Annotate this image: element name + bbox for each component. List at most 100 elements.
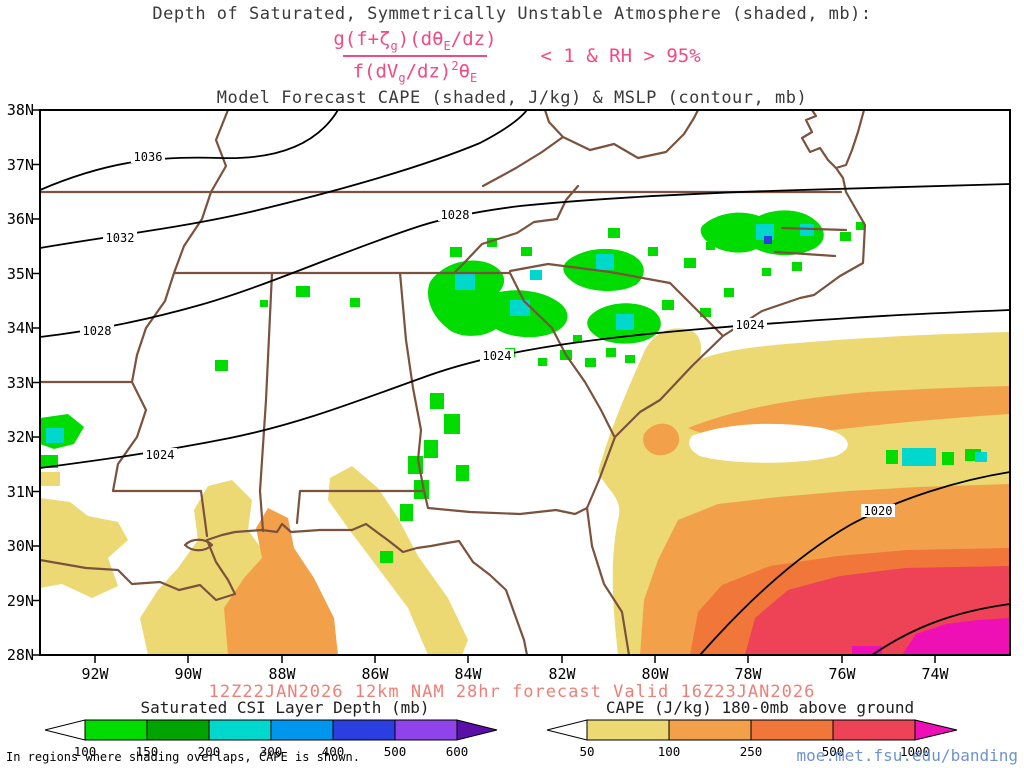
cape-colorbar-segment: [668, 719, 752, 741]
lon-tick-label: 82W: [548, 665, 576, 683]
csi-colorbar-tick: 500: [384, 744, 407, 759]
contour-1016: [871, 603, 1010, 655]
forecast-valid-line: 12Z22JAN2026 12km NAM 28hr forecast Vali…: [208, 682, 816, 702]
cape-shading-1000: [852, 618, 1010, 655]
contour-label-bg: [861, 504, 895, 517]
contour-label: 1028: [83, 324, 112, 338]
page-title-csi: Depth of Saturated, Symmetrically Unstab…: [152, 4, 872, 24]
contour-1036: [40, 110, 339, 191]
formula-sub: E: [443, 38, 451, 53]
formula-fraction: g(f+ζg)(dθE/dz) f(dVg/dz)2θE: [323, 28, 506, 85]
csi-legend-title: Saturated CSI Layer Depth (mb): [140, 698, 430, 717]
lon-tick-label: 76W: [828, 665, 856, 683]
contour-label-bg: [480, 349, 514, 362]
formula-sub: g: [390, 38, 398, 53]
csi-colorbar-tick: 300: [260, 744, 283, 759]
contour-1032: [40, 110, 528, 249]
formula-sup: 2: [451, 58, 459, 73]
contour-label-bg: [733, 318, 767, 331]
contour-label: 1024: [736, 318, 765, 332]
contour-label: 1024: [146, 448, 175, 462]
cape-colorbar: 50 100 250 500 1000: [546, 719, 958, 759]
lon-tick-label: 88W: [268, 665, 296, 683]
contour-label: 1024: [483, 349, 512, 363]
formula-text: /dz): [450, 28, 497, 50]
contour-label: 1036: [134, 150, 163, 164]
csi-colorbar-tick: 100: [74, 744, 97, 759]
csi-colorbar-segment: [146, 719, 210, 741]
contour-label: 1020: [864, 504, 893, 518]
formula-text: g(f+ζ: [333, 28, 391, 50]
coastline: [40, 110, 867, 655]
cape-colorbar-segment: [750, 719, 834, 741]
contour-label-bg: [103, 231, 137, 244]
cape-colorbar-tick: 500: [822, 744, 845, 759]
cape-colorbar-above-arrow: [914, 719, 958, 741]
csi-colorbar-tick: 200: [198, 744, 221, 759]
lon-tick-label: 92W: [81, 665, 109, 683]
formula-denominator: f(dVg/dz)2θE: [342, 54, 488, 85]
lon-tick-label: 74W: [921, 665, 949, 683]
lon-tick-label: 80W: [641, 665, 669, 683]
contour-label-bg: [438, 208, 472, 221]
cape-colorbar-tick: 250: [740, 744, 763, 759]
csi-colorbar-tick: 150: [136, 744, 159, 759]
lat-tick-label: 33N: [7, 374, 34, 392]
contour-1028: [40, 183, 1010, 338]
lat-tick-label: 36N: [7, 210, 34, 228]
csi-colorbar-tick: 600: [446, 744, 469, 759]
csi-colorbar-segment: [84, 719, 148, 741]
lat-tick-label: 35N: [7, 265, 34, 283]
formula-condition: < 1 & RH > 95%: [540, 45, 701, 68]
lon-tick-label: 84W: [454, 665, 482, 683]
formula-text: θ: [458, 60, 471, 83]
csi-shading-400: [764, 236, 772, 244]
formula-sub: g: [398, 70, 406, 85]
shading-layer: [40, 210, 1010, 655]
formula-text: /dz): [405, 60, 452, 83]
cape-colorbar-segment: [832, 719, 916, 741]
formula-numerator: g(f+ζg)(dθE/dz): [323, 28, 506, 55]
page-title-cape-mslp: Model Forecast CAPE (shaded, J/kg) & MSL…: [216, 88, 808, 108]
cape-legend-title: CAPE (J/kg) 180-0mb above ground: [605, 698, 915, 717]
lat-tick-label: 30N: [7, 537, 34, 555]
lat-axis: 38N 37N 36N 35N 34N 33N 32N 31N 30N 29N …: [7, 101, 40, 664]
csi-colorbar-segment: [270, 719, 334, 741]
lat-tick-label: 37N: [7, 156, 34, 174]
lat-tick-label: 32N: [7, 428, 34, 446]
cape-colorbar-tick: 50: [579, 744, 594, 759]
csi-colorbar-segment: [332, 719, 396, 741]
contour-label: 1032: [106, 231, 135, 245]
contour-1020: [699, 471, 1010, 655]
contour-label: 1028: [441, 208, 470, 222]
lat-tick-label: 29N: [7, 592, 34, 610]
unshaded-gap: [689, 423, 848, 463]
csi-colorbar-tick: 400: [322, 744, 345, 759]
csi-colorbar-below-arrow: [44, 719, 86, 741]
cape-colorbar-tick: 1000: [900, 744, 930, 759]
contour-label-bg: [143, 448, 177, 461]
csi-criterion-formula: g(f+ζg)(dθE/dz) f(dVg/dz)2θE < 1 & RH > …: [0, 28, 1024, 85]
csi-colorbar: 100 150 200 300 400 500 600: [44, 719, 498, 759]
lon-tick-label: 78W: [734, 665, 762, 683]
source-link[interactable]: moe.met.fsu.edu/banding: [796, 746, 1018, 765]
lon-tick-label: 90W: [174, 665, 202, 683]
csi-colorbar-segment: [394, 719, 458, 741]
lat-tick-label: 31N: [7, 483, 34, 501]
contour-label-group: 1036 1032 1028 1028 1024 1024 1024 1020: [80, 150, 895, 518]
formula-text: f(dV: [352, 60, 399, 83]
cape-colorbar-below-arrow: [546, 719, 588, 741]
overlap-note: In regions where shading overlaps, CAPE …: [6, 750, 361, 764]
csi-colorbar-segment: [208, 719, 272, 741]
lat-tick-label: 38N: [7, 101, 34, 119]
lat-tick-label: 28N: [7, 646, 34, 664]
lat-tick-label: 34N: [7, 319, 34, 337]
cape-colorbar-segment: [586, 719, 670, 741]
state-borders: [40, 110, 867, 655]
formula-sub: E: [470, 70, 478, 85]
csi-colorbar-above-arrow: [456, 719, 498, 741]
lon-axis: 92W 90W 88W 86W 84W 82W 80W 78W 76W 74W: [81, 655, 950, 683]
formula-text: )(dθ: [397, 28, 444, 50]
